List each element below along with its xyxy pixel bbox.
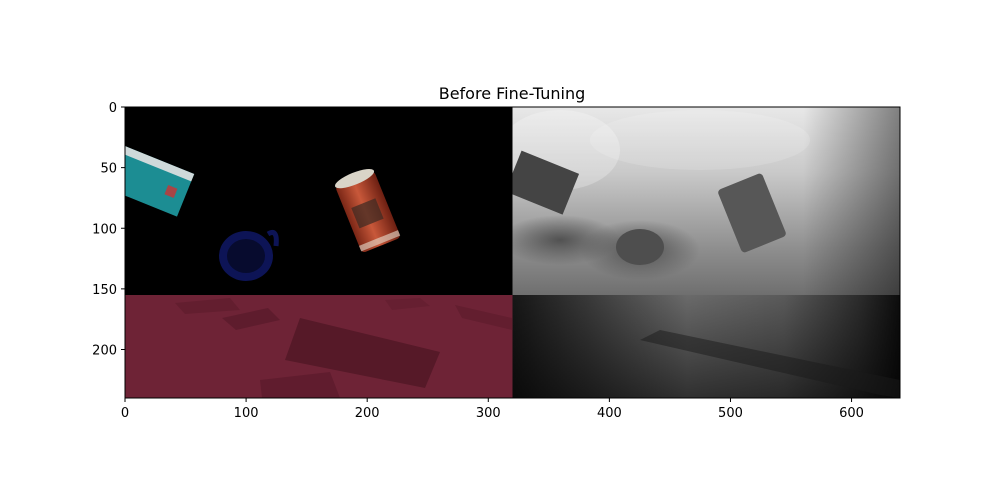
y-tick-label: 200 (92, 344, 117, 359)
depth-map-panel (512, 107, 900, 398)
x-tick-label: 100 (234, 406, 259, 421)
x-tick-label: 400 (597, 406, 622, 421)
y-tick-label: 150 (92, 283, 117, 298)
y-tick-label: 0 (109, 101, 117, 116)
depth-can-object (718, 173, 786, 253)
y-axis: 0 50 100 150 200 (92, 101, 125, 359)
red-can-object (334, 168, 401, 253)
x-tick-label: 500 (718, 406, 743, 421)
axes-frame (124, 106, 901, 399)
figure-title: Before Fine-Tuning (439, 84, 586, 103)
y-tick-label: 50 (100, 162, 117, 177)
blue-mug-object (219, 230, 279, 281)
teal-box-object (125, 144, 195, 217)
depth-box-object (512, 150, 580, 215)
rgb-scene-panel (125, 107, 513, 398)
x-axis: 0 100 200 300 400 500 600 (121, 398, 864, 421)
y-tick-label: 100 (92, 222, 117, 237)
floor-shadows (175, 298, 512, 398)
rgb-background (125, 107, 513, 295)
x-tick-label: 600 (839, 406, 864, 421)
x-tick-label: 200 (355, 406, 380, 421)
x-tick-label: 0 (121, 406, 129, 421)
depth-mug-object (616, 229, 664, 265)
x-tick-label: 300 (476, 406, 501, 421)
